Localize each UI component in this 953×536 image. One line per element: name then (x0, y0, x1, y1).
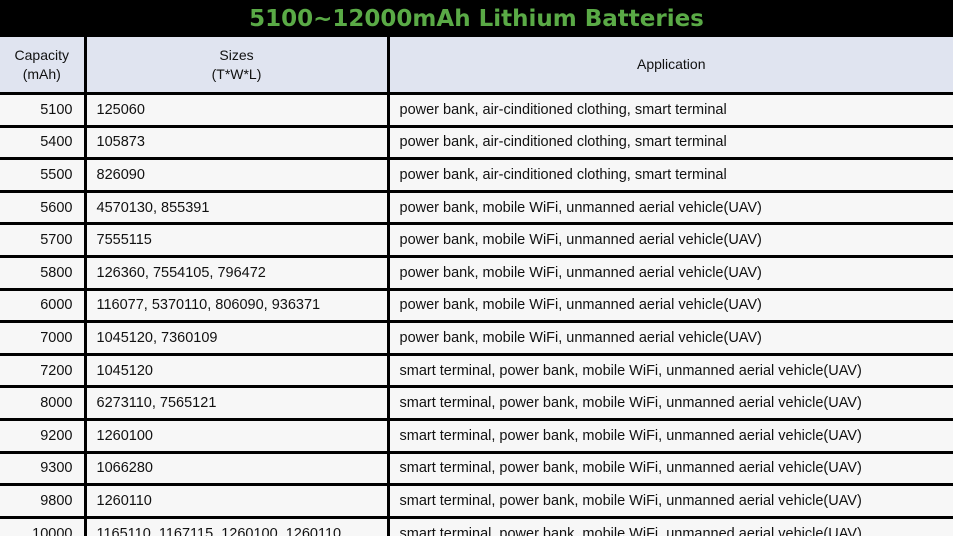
cell-capacity: 7200 (0, 354, 87, 389)
cell-sizes: 6273110, 7565121 (85, 386, 390, 421)
page-title-bar: 5100~12000mAh Lithium Batteries (0, 0, 953, 37)
cell-application: power bank, mobile WiFi, unmanned aerial… (388, 321, 953, 356)
cell-capacity: 9300 (0, 452, 87, 487)
cell-application: power bank, mobile WiFi, unmanned aerial… (388, 256, 953, 291)
column-header-capacity-line2: (mAh) (22, 65, 61, 82)
cell-application: smart terminal, power bank, mobile WiFi,… (388, 517, 953, 536)
table-row: 5700 7555115 power bank, mobile WiFi, unma… (0, 223, 953, 258)
cell-sizes: 1066280 (85, 452, 390, 487)
column-header-capacity-line1: Capacity (14, 46, 69, 63)
table-row: 10000 1165110, 1167115, 1260100, 1260110 s… (0, 517, 953, 536)
table-row: 5500 826090 power bank, air-cinditioned cl… (0, 158, 953, 193)
table-row: 8000 6273110, 7565121 smart terminal, powe… (0, 386, 953, 421)
cell-capacity: 5400 (0, 126, 87, 161)
cell-application: power bank, air-cinditioned clothing, sm… (388, 126, 953, 161)
table-row: 9200 1260100 smart terminal, power bank, m… (0, 419, 953, 454)
cell-capacity: 5100 (0, 93, 87, 128)
spec-table-container: Capacity (mAh) Sizes (T*W*L) Application… (0, 37, 953, 536)
column-header-sizes: Sizes (T*W*L) (85, 37, 390, 95)
column-header-capacity: Capacity (mAh) (0, 37, 87, 95)
cell-capacity: 9800 (0, 484, 87, 519)
column-header-application-line1: Application (637, 56, 706, 73)
cell-sizes: 4570130, 855391 (85, 191, 390, 226)
cell-capacity: 8000 (0, 386, 87, 421)
cell-application: power bank, mobile WiFi, unmanned aerial… (388, 289, 953, 324)
cell-sizes: 7555115 (85, 223, 390, 258)
cell-sizes: 1260110 (85, 484, 390, 519)
cell-sizes: 125060 (85, 93, 390, 128)
cell-application: smart terminal, power bank, mobile WiFi,… (388, 484, 953, 519)
column-header-application: Application (388, 37, 953, 95)
column-header-sizes-line1: Sizes (219, 46, 254, 63)
cell-sizes: 826090 (85, 158, 390, 193)
cell-sizes: 1045120 (85, 354, 390, 389)
cell-capacity: 7000 (0, 321, 87, 356)
table-body: 5100 125060 power bank, air-cinditioned cl… (0, 93, 953, 536)
cell-sizes: 126360, 7554105, 796472 (85, 256, 390, 291)
cell-sizes: 1045120, 7360109 (85, 321, 390, 356)
cell-application: power bank, air-cinditioned clothing, sm… (388, 158, 953, 193)
battery-spec-table: Capacity (mAh) Sizes (T*W*L) Application… (0, 37, 953, 536)
cell-capacity: 5600 (0, 191, 87, 226)
cell-application: power bank, mobile WiFi, unmanned aerial… (388, 191, 953, 226)
cell-application: smart terminal, power bank, mobile WiFi,… (388, 354, 953, 389)
cell-sizes: 1165110, 1167115, 1260100, 1260110 (85, 517, 390, 536)
cell-capacity: 5800 (0, 256, 87, 291)
page-title: 5100~12000mAh Lithium Batteries (249, 5, 704, 32)
cell-application: power bank, mobile WiFi, unmanned aerial… (388, 223, 953, 258)
table-row: 6000 116077, 5370110, 806090, 936371 power… (0, 289, 953, 324)
table-row: 5800 126360, 7554105, 796472 power bank, m… (0, 256, 953, 291)
cell-application: power bank, air-cinditioned clothing, sm… (388, 93, 953, 128)
table-row: 9800 1260110 smart terminal, power bank, m… (0, 484, 953, 519)
table-row: 5400 105873 power bank, air-cinditioned cl… (0, 126, 953, 161)
cell-capacity: 5700 (0, 223, 87, 258)
table-head: Capacity (mAh) Sizes (T*W*L) Application (0, 37, 953, 95)
cell-capacity: 5500 (0, 158, 87, 193)
cell-application: smart terminal, power bank, mobile WiFi,… (388, 452, 953, 487)
table-row: 7000 1045120, 7360109 power bank, mobile W… (0, 321, 953, 356)
cell-capacity: 6000 (0, 289, 87, 324)
cell-capacity: 9200 (0, 419, 87, 454)
cell-sizes: 116077, 5370110, 806090, 936371 (85, 289, 390, 324)
cell-sizes: 105873 (85, 126, 390, 161)
cell-sizes: 1260100 (85, 419, 390, 454)
cell-application: smart terminal, power bank, mobile WiFi,… (388, 419, 953, 454)
table-row: 9300 1066280 smart terminal, power bank, m… (0, 452, 953, 487)
table-header-row: Capacity (mAh) Sizes (T*W*L) Application (0, 37, 953, 95)
table-row: 5100 125060 power bank, air-cinditioned cl… (0, 93, 953, 128)
table-row: 5600 4570130, 855391 power bank, mobile Wi… (0, 191, 953, 226)
table-row: 7200 1045120 smart terminal, power bank, m… (0, 354, 953, 389)
column-header-sizes-line2: (T*W*L) (211, 65, 262, 82)
cell-application: smart terminal, power bank, mobile WiFi,… (388, 386, 953, 421)
cell-capacity: 10000 (0, 517, 87, 536)
